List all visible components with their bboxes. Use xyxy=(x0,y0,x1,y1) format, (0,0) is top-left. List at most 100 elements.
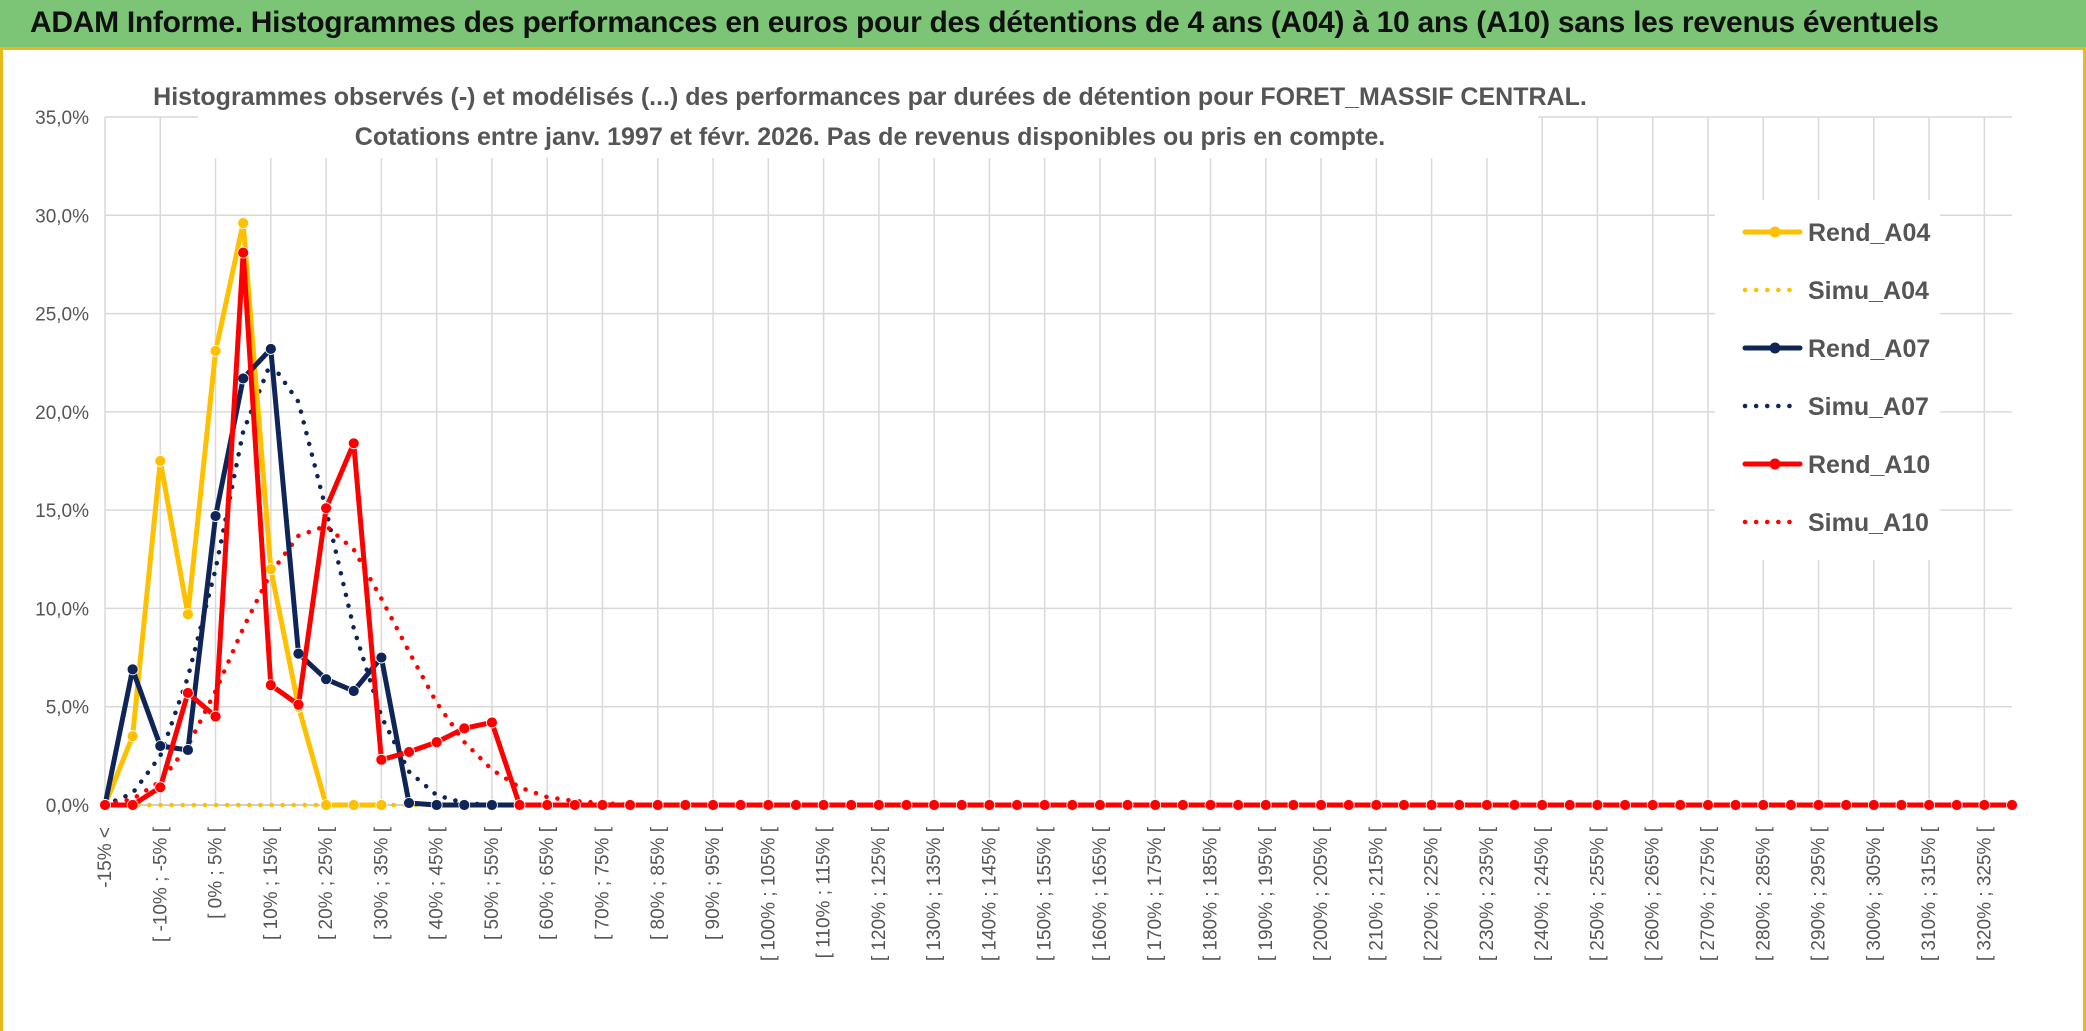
data-point-rend_a10 xyxy=(1480,799,1493,811)
data-point-rend_a10 xyxy=(568,799,581,811)
data-point-rend_a04 xyxy=(347,799,360,811)
data-point-rend_a10 xyxy=(292,698,305,711)
data-point-rend_a10 xyxy=(126,799,139,811)
data-point-rend_a10 xyxy=(486,716,498,729)
data-point-rend_a07 xyxy=(292,647,305,660)
x-tick-label: [ 40% ; 45% [ xyxy=(427,826,448,940)
data-point-rend_a10 xyxy=(1121,799,1134,811)
data-point-rend_a10 xyxy=(1259,799,1272,811)
x-tick-label: [ 90% ; 95% [ xyxy=(703,826,724,940)
x-axis-ticks: -15% < [ -10% ; -5% [ [ 0% ; 5% [ [ 10% ; 1… xyxy=(95,826,1995,961)
y-tick-label: 25,0% xyxy=(35,305,89,326)
y-tick-label: 0,0% xyxy=(46,796,89,817)
x-tick-label: [ 270% ; 275% [ xyxy=(1698,826,1719,961)
data-point-rend_a07 xyxy=(126,663,139,676)
data-point-rend_a10 xyxy=(624,799,637,811)
x-tick-label: [ 210% ; 215% [ xyxy=(1366,826,1387,961)
grid-layer xyxy=(104,116,2012,806)
series-line-simu_a10 xyxy=(102,523,633,808)
x-tick-label: [ 310% ; 315% [ xyxy=(1919,826,1940,961)
data-point-rend_a10 xyxy=(2006,799,2018,811)
data-point-rend_a10 xyxy=(596,799,609,811)
data-point-rend_a10 xyxy=(1702,799,1714,811)
data-point-rend_a10 xyxy=(430,736,443,748)
x-tick-label: [ 180% ; 185% [ xyxy=(1201,826,1222,961)
x-tick-label: [ -10% ; -5% [ xyxy=(150,826,171,942)
series-line-simu_a07 xyxy=(102,360,495,808)
data-point-rend_a10 xyxy=(1176,799,1189,811)
data-point-rend_a07 xyxy=(154,740,167,752)
data-point-rend_a10 xyxy=(1287,799,1300,811)
x-tick-label: [ 140% ; 145% [ xyxy=(979,826,1000,961)
x-tick-label: [ 260% ; 265% [ xyxy=(1643,826,1664,961)
data-point-rend_a10 xyxy=(403,746,415,758)
data-point-rend_a04 xyxy=(264,563,277,576)
data-point-rend_a10 xyxy=(1923,799,1935,811)
x-tick-label: [ 70% ; 75% [ xyxy=(592,826,613,940)
data-point-rend_a10 xyxy=(1398,799,1410,811)
x-tick-label: [ 110% ; 115% [ xyxy=(814,826,835,958)
header-banner: ADAM Informe. Histogrammes des performan… xyxy=(0,0,2086,50)
data-point-rend_a10 xyxy=(513,799,526,811)
x-tick-label: [ 0% ; 5% [ xyxy=(206,826,227,919)
x-tick-label: [ 60% ; 65% [ xyxy=(537,826,558,940)
x-tick-label: [ 10% ; 15% [ xyxy=(261,826,282,940)
y-tick-label: 35,0% xyxy=(35,108,89,129)
y-tick-label: 15,0% xyxy=(35,501,89,522)
data-point-rend_a10 xyxy=(1978,799,1991,811)
data-point-rend_a10 xyxy=(541,799,554,811)
data-point-rend_a10 xyxy=(1646,799,1659,811)
data-point-rend_a04 xyxy=(320,799,333,811)
series-line-rend_a04 xyxy=(102,220,384,808)
data-point-rend_a10 xyxy=(1232,799,1245,811)
data-point-rend_a10 xyxy=(983,799,996,811)
data-point-rend_a07 xyxy=(264,343,277,355)
data-point-rend_a04 xyxy=(237,217,250,230)
data-point-rend_a10 xyxy=(1563,799,1576,811)
data-point-rend_a10 xyxy=(237,246,250,259)
x-tick-label: [ 30% ; 35% [ xyxy=(371,826,392,940)
data-point-rend_a10 xyxy=(928,799,941,811)
legend-marker-rend_a04 xyxy=(1769,226,1781,238)
legend-marker-rend_a07 xyxy=(1769,342,1781,354)
data-point-rend_a10 xyxy=(1425,799,1438,811)
x-tick-label: [ 240% ; 245% [ xyxy=(1532,826,1553,961)
legend-label-rend_a10: Rend_A10 xyxy=(1808,451,1930,479)
x-tick-label: [ 230% ; 235% [ xyxy=(1477,826,1498,961)
data-point-rend_a10 xyxy=(154,781,167,794)
data-point-rend_a10 xyxy=(651,799,664,811)
data-point-rend_a10 xyxy=(347,437,360,450)
data-point-rend_a10 xyxy=(182,687,194,699)
series-line-rend_a10 xyxy=(102,250,2015,808)
chart-frame xyxy=(0,50,2086,1031)
y-tick-label: 5,0% xyxy=(46,698,89,719)
data-point-rend_a10 xyxy=(1840,799,1853,811)
data-point-rend_a10 xyxy=(1453,799,1466,811)
x-tick-label: [ 220% ; 225% [ xyxy=(1422,826,1443,961)
x-tick-label: [ 190% ; 195% [ xyxy=(1256,826,1277,961)
x-tick-label: -15% < xyxy=(95,827,116,888)
report-title: ADAM Informe. Histogrammes des performan… xyxy=(30,6,1939,39)
data-point-rend_a10 xyxy=(845,799,858,811)
data-point-rend_a10 xyxy=(1591,799,1604,811)
x-tick-label: [ 20% ; 25% [ xyxy=(316,826,337,940)
data-point-rend_a07 xyxy=(209,510,222,522)
legend-label-rend_a07: Rend_A07 xyxy=(1808,335,1930,363)
x-tick-label: [ 50% ; 55% [ xyxy=(482,826,503,940)
data-point-rend_a10 xyxy=(1094,799,1106,811)
data-point-rend_a10 xyxy=(1812,799,1825,811)
data-point-rend_a10 xyxy=(1066,799,1079,811)
y-axis-ticks: 0,0% 5,0% 10,0% 15,0% 20,0% 25,0% 30,0% 35,0% xyxy=(35,108,89,817)
data-point-rend_a10 xyxy=(734,799,747,811)
title-background xyxy=(198,72,1538,158)
x-tick-label: [ 280% ; 285% [ xyxy=(1753,826,1774,961)
y-tick-label: 10,0% xyxy=(35,599,89,620)
data-point-rend_a10 xyxy=(320,502,333,515)
data-point-rend_a07 xyxy=(320,673,333,686)
data-point-rend_a04 xyxy=(375,799,388,811)
legend-label-rend_a04: Rend_A04 xyxy=(1808,219,1930,247)
y-tick-label: 20,0% xyxy=(35,403,89,424)
data-point-rend_a10 xyxy=(1149,799,1162,811)
data-point-rend_a10 xyxy=(1757,799,1770,811)
